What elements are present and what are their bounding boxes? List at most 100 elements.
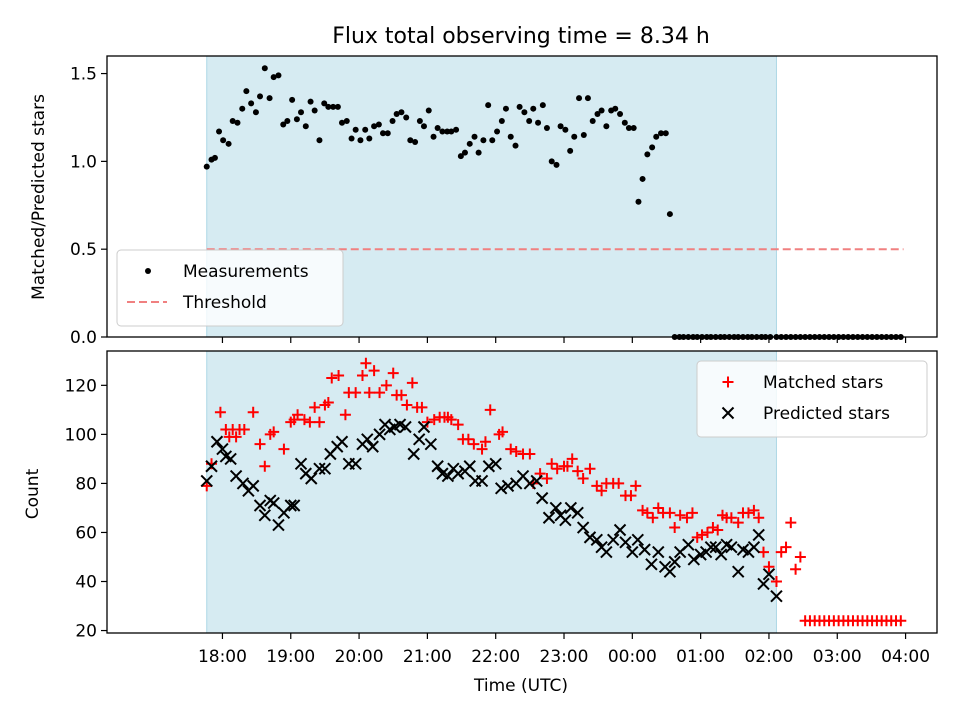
matched-star-point (669, 522, 681, 534)
measurement-point (311, 107, 318, 114)
matched-star-point (785, 517, 797, 529)
measurement-point (521, 109, 528, 116)
predicted-star-point (687, 553, 701, 566)
measurement-point (302, 123, 309, 130)
measurement-point (516, 103, 523, 110)
measurement-point (617, 110, 624, 117)
legend-symbol (721, 406, 735, 420)
measurement-point (270, 74, 277, 81)
predicted-star-point (417, 420, 431, 434)
matched-star-point (775, 546, 787, 558)
matched-star-point (421, 416, 433, 428)
axes-frame (106, 350, 938, 634)
measurement-point (567, 147, 574, 154)
series-matched-stars (201, 357, 907, 627)
measurement-point (284, 117, 291, 124)
x-tick-label: 04:00 (881, 647, 930, 667)
predicted-star-point (294, 457, 308, 471)
x-tick-label: 01:00 (676, 647, 725, 667)
x-tick-label: 19:00 (266, 647, 315, 667)
y-tick-label: 40 (75, 573, 97, 593)
measurement-point (425, 107, 432, 114)
predicted-star-point (714, 548, 728, 561)
measurement-point (639, 175, 646, 182)
matched-star-point (686, 507, 698, 519)
predicted-star-point (407, 447, 420, 461)
predicted-star-point (732, 565, 745, 578)
measurement-point (334, 103, 341, 110)
predicted-star-point (704, 540, 718, 554)
matched-star-point (313, 416, 325, 428)
measurement-point (338, 119, 345, 126)
measurement-point (453, 126, 460, 133)
matched-star-point (247, 406, 259, 418)
x-tick-label: 03:00 (813, 647, 862, 667)
predicted-star-point (613, 523, 627, 537)
measurement-point (584, 95, 591, 102)
predicted-star-point (451, 467, 465, 480)
measurement-point (416, 117, 423, 124)
matched-star-point (794, 551, 806, 563)
matched-star-point (374, 387, 386, 399)
measurement-point (480, 137, 487, 144)
matched-star-point (561, 460, 573, 472)
matched-star-point (401, 399, 413, 411)
matched-star-point (387, 367, 399, 379)
measurement-point (603, 123, 610, 130)
measurement-point (543, 125, 550, 132)
legend-symbol (722, 376, 734, 388)
measurement-point (280, 121, 287, 128)
matched-star-point (641, 507, 653, 519)
predicted-star-point (523, 477, 537, 490)
matched-star-point (664, 507, 676, 519)
measurement-point (266, 95, 273, 102)
measurement-point (239, 105, 246, 112)
measurement-point (243, 88, 250, 95)
matched-star-point (406, 377, 418, 389)
predicted-star-point (424, 437, 438, 451)
measurement-point (576, 95, 583, 102)
measurement-point (393, 110, 400, 117)
measurement-point (434, 125, 441, 132)
matched-star-point (479, 436, 491, 448)
predicted-star-point (709, 540, 722, 554)
legend-label: Predicted stars (763, 404, 890, 424)
matched-star-point (732, 517, 744, 529)
measurement-point (275, 72, 282, 79)
predicted-star-point (482, 460, 496, 473)
measurement-point (330, 103, 337, 110)
matched-star-point (551, 463, 563, 475)
predicted-star-point (441, 469, 455, 483)
measurement-point (389, 117, 396, 124)
measurement-point (444, 128, 451, 135)
measurement-point (635, 198, 642, 205)
y-tick-label: 60 (75, 523, 97, 543)
predicted-star-point (549, 501, 563, 515)
matched-star-point (696, 529, 708, 541)
predicted-star-point (373, 428, 386, 441)
predicted-star-point (571, 506, 584, 520)
matched-star-point (742, 507, 754, 519)
predicted-star-point (361, 433, 374, 446)
y-tick-label: 1.0 (70, 152, 97, 172)
predicted-star-point (576, 521, 590, 534)
measurement-point (352, 126, 359, 133)
matched-star-point (770, 576, 782, 588)
predicted-star-point (626, 545, 639, 559)
measurement-point (653, 133, 660, 140)
y-tick-label: 120 (65, 376, 97, 396)
predicted-star-point (216, 442, 229, 456)
legend-label: Threshold (182, 293, 267, 313)
predicted-star-point (530, 474, 543, 488)
matched-star-point (584, 463, 596, 475)
predicted-star-point (645, 558, 658, 571)
x-tick-label: 22:00 (471, 647, 520, 667)
matched-star-point (753, 512, 765, 524)
matched-star-point (625, 490, 637, 502)
legend-marker (721, 406, 735, 420)
matched-star-point (445, 414, 457, 426)
matched-star-point (701, 526, 713, 538)
matched-star-point (368, 365, 380, 377)
measurement-point (589, 117, 596, 124)
